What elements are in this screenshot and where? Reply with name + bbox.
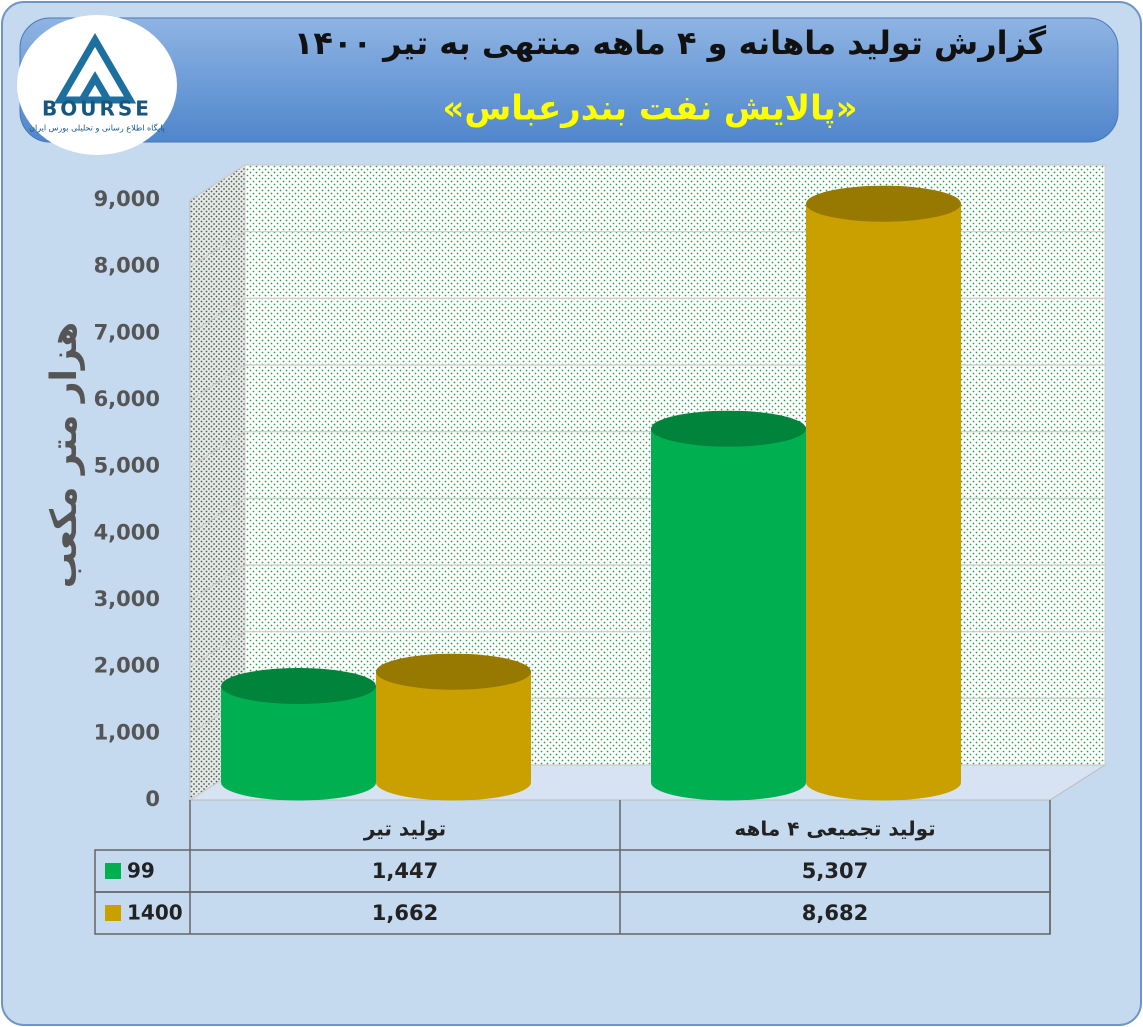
bar-body — [376, 671, 531, 801]
x-tick-label: تولید تجمیعی ۴ ماهه — [734, 817, 935, 841]
logo-mark — [53, 33, 137, 104]
y-tick-label: 8,000 — [94, 254, 160, 278]
bar-top — [376, 653, 531, 690]
bar-body — [806, 203, 961, 801]
y-tick-label: 1,000 — [94, 720, 160, 744]
grid-line — [189, 564, 246, 601]
logo-tagline: پایگاه اطلاع رسانی و تحلیلی بورس ایران — [29, 123, 165, 133]
y-axis-title: هزار متر مکعب — [44, 322, 85, 589]
table-row — [94, 891, 1051, 935]
legend-swatch — [105, 863, 121, 879]
grid-line — [189, 631, 246, 668]
grid-line — [189, 231, 246, 268]
table-value: 1,662 — [372, 901, 438, 925]
chart-title: گزارش تولید ماهانه و ۴ ماهه منتهی به تیر… — [294, 24, 1047, 62]
grid-line — [189, 164, 246, 201]
x-tick-label: تولید تیر — [363, 817, 446, 841]
grid-line — [189, 297, 246, 334]
bar-top — [651, 410, 806, 447]
y-tick-label: 4,000 — [94, 520, 160, 544]
table-value: 8,682 — [802, 901, 868, 925]
table-value: 5,307 — [802, 859, 868, 883]
logo-name: BOURSE — [42, 97, 152, 121]
bar-top — [806, 185, 961, 222]
table-value: 1,447 — [372, 859, 438, 883]
y-tick-label: 6,000 — [94, 387, 160, 411]
y-tick-label: 7,000 — [94, 320, 160, 344]
chart-subtitle: «پالایش نفت بندرعباس» — [442, 89, 857, 129]
y-tick-label: 2,000 — [94, 654, 160, 678]
y-tick-label: 9,000 — [94, 187, 160, 211]
legend-swatch — [105, 905, 121, 921]
grid-line — [189, 431, 246, 468]
y-tick-label: 0 — [145, 787, 160, 811]
bar-body — [651, 428, 806, 801]
bar-top — [221, 668, 376, 705]
legend-label: 1400 — [127, 901, 183, 925]
bar-body — [221, 686, 376, 801]
y-tick-label: 5,000 — [94, 454, 160, 478]
y-tick-label: 3,000 — [94, 587, 160, 611]
legend-label: 99 — [127, 859, 155, 883]
grid-line — [189, 497, 246, 534]
grid-line — [189, 364, 246, 401]
